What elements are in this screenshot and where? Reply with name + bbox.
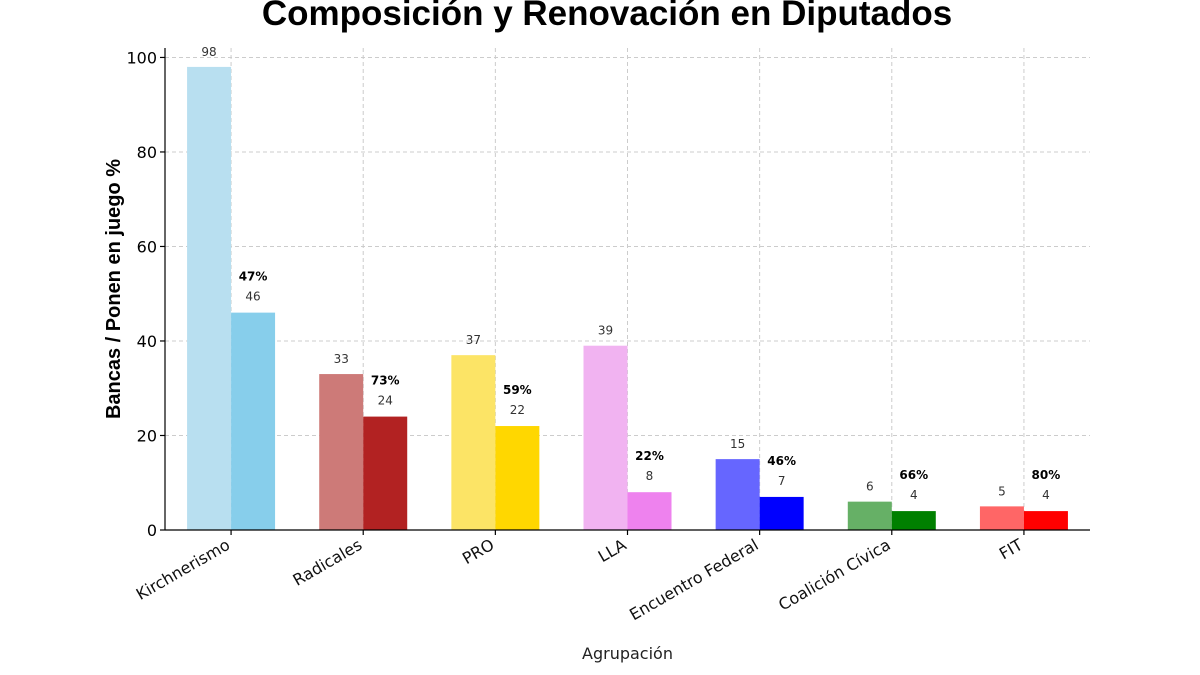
percentage-label: 47% — [239, 270, 268, 284]
bar-ponen-en-juego — [891, 511, 936, 530]
bar-ponen-en-juego — [363, 416, 408, 530]
x-tick-label: Radicales — [290, 535, 366, 590]
bar-ponen-en-juego — [627, 492, 672, 530]
percentage-label: 80% — [1032, 468, 1061, 482]
bar-value-label: 15 — [730, 437, 745, 451]
percentage-label: 22% — [635, 449, 664, 463]
bar-ponen-en-juego — [231, 312, 276, 530]
x-tick-label: PRO — [459, 535, 497, 568]
bar-value-label: 22 — [510, 403, 525, 417]
percentage-label: 73% — [371, 374, 400, 388]
bar-bancas — [847, 501, 892, 530]
y-axis-title: Bancas / Ponen en juego % — [103, 159, 125, 419]
bar-value-label: 5 — [998, 484, 1006, 498]
x-tick-label: Kirchnerismo — [133, 535, 233, 604]
y-tick-label: 0 — [147, 521, 157, 540]
percentage-label: 59% — [503, 383, 532, 397]
y-tick-label: 20 — [137, 426, 157, 445]
chart-title: Composición y Renovación en Diputados — [261, 0, 953, 33]
x-axis-title: Agrupación — [582, 644, 673, 663]
bar-bancas — [319, 374, 364, 530]
bar-value-label: 4 — [1042, 488, 1050, 502]
y-tick-label: 60 — [137, 237, 157, 256]
y-ticks: 0 20 40 60 80 100 — [126, 48, 165, 540]
bar-value-label: 24 — [378, 394, 393, 408]
percentage-label: 66% — [899, 468, 928, 482]
x-tick-label: Coalición Cívica — [775, 535, 894, 614]
y-tick-label: 40 — [137, 332, 157, 351]
bar-value-label: 7 — [778, 474, 786, 488]
bar-value-label: 46 — [245, 290, 260, 304]
y-tick-label: 100 — [126, 48, 157, 67]
bar-ponen-en-juego — [759, 496, 804, 530]
value-labels: 98 46 47% 33 24 73% 37 22 59% 39 8 22% 15 7 46% 6 4 66% 5 4… — [201, 45, 1060, 502]
bar-ponen-en-juego — [495, 426, 540, 530]
x-tick-label: LLA — [595, 535, 630, 566]
bar-value-label: 39 — [598, 324, 613, 338]
bar-bancas — [979, 506, 1024, 530]
bar-ponen-en-juego — [1023, 511, 1068, 530]
bar-value-label: 8 — [646, 469, 654, 483]
bar-bancas — [583, 345, 628, 530]
percentage-label: 46% — [767, 454, 796, 468]
bar-bancas — [451, 355, 496, 530]
bar-value-label: 33 — [334, 352, 349, 366]
grid — [165, 48, 1090, 530]
bar-value-label: 37 — [466, 333, 481, 347]
x-tick-label: FIT — [996, 535, 1026, 563]
x-tick-label: Encuentro Federal — [626, 535, 762, 624]
bars — [187, 66, 1068, 530]
bar-bancas — [715, 459, 760, 530]
bar-value-label: 6 — [866, 480, 874, 494]
bar-bancas — [187, 66, 232, 530]
bar-value-label: 98 — [201, 45, 216, 59]
y-tick-label: 80 — [137, 143, 157, 162]
bar-value-label: 4 — [910, 488, 918, 502]
